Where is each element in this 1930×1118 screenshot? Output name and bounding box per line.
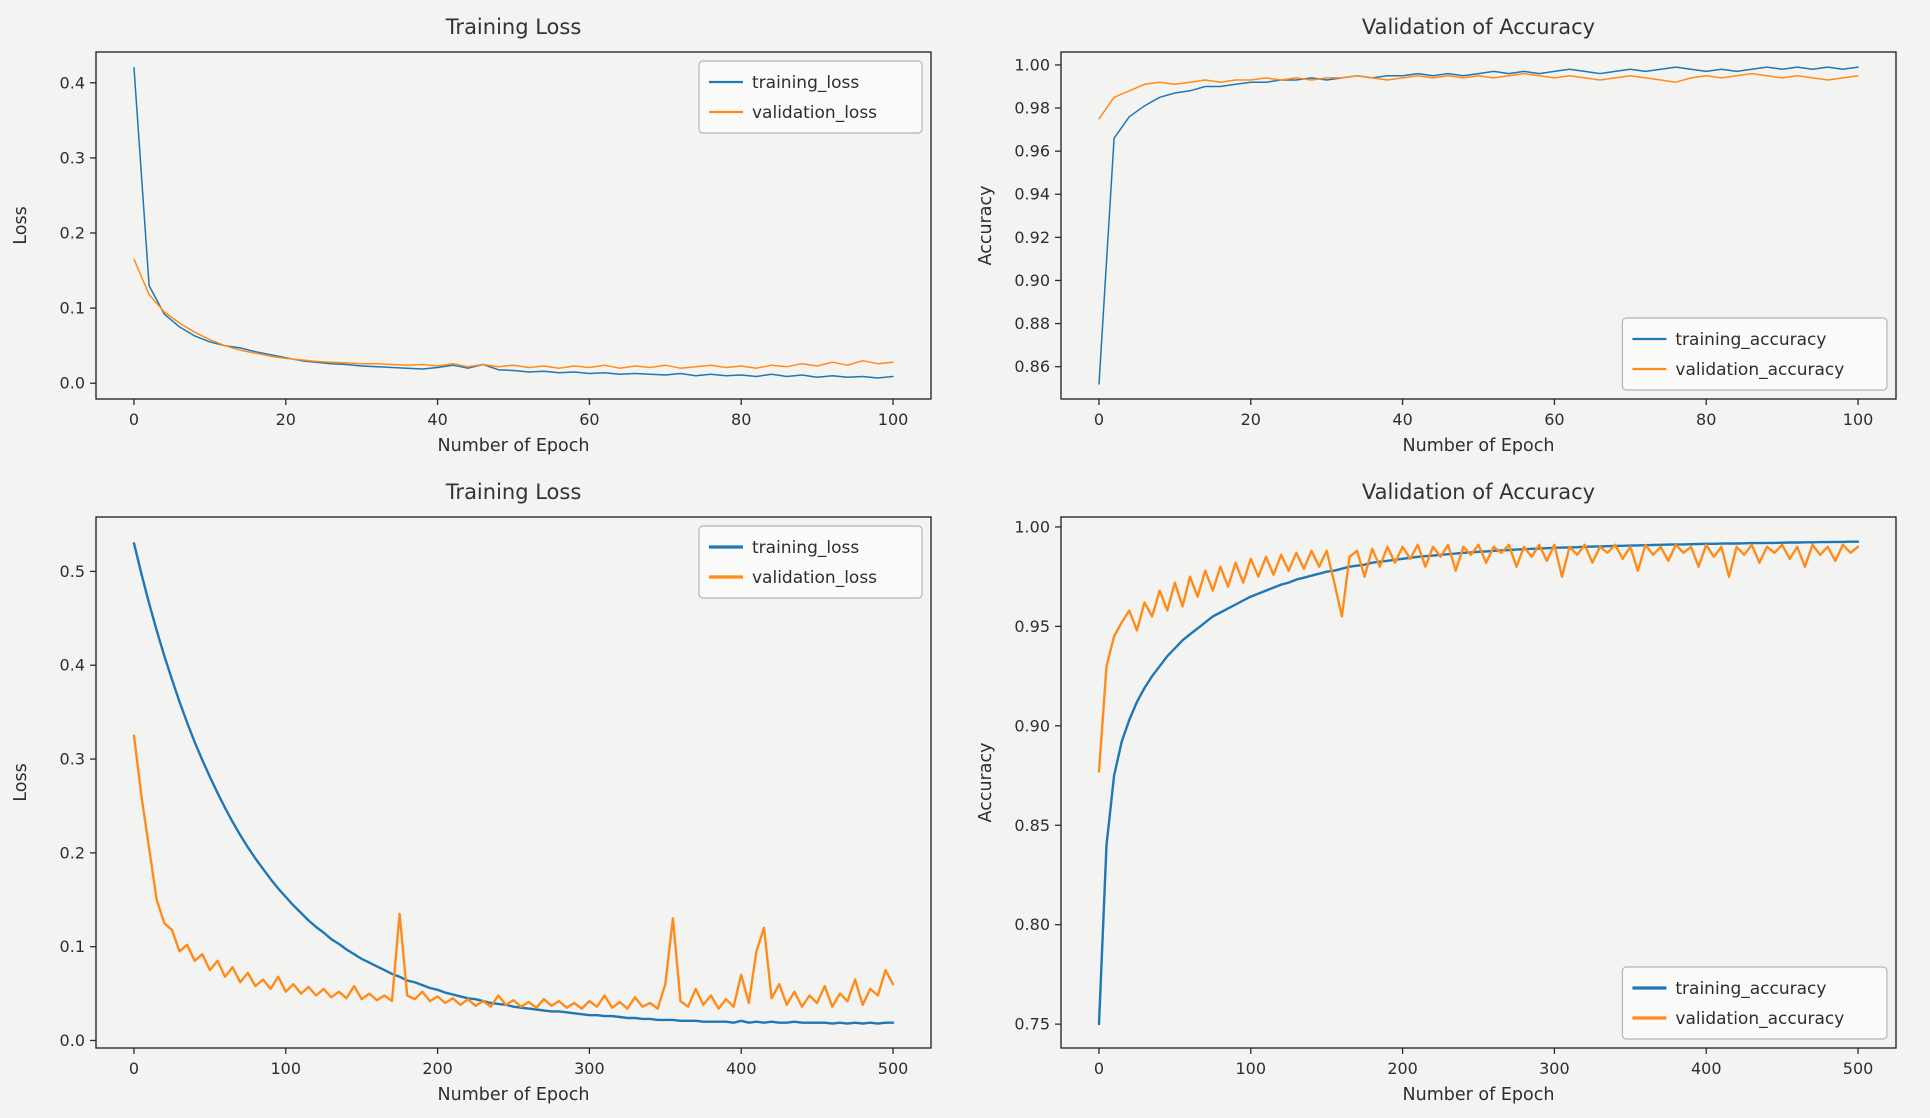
x-tick-label: 80 xyxy=(1696,410,1716,429)
y-tick-label: 0.92 xyxy=(1014,228,1050,247)
series-line-validation_accuracy xyxy=(1098,72,1859,120)
y-tick-label: 0.90 xyxy=(1014,271,1050,290)
legend-label-validation_accuracy: validation_accuracy xyxy=(1675,1009,1844,1029)
x-axis-label: Number of Epoch xyxy=(438,436,590,456)
legend-box xyxy=(698,60,923,134)
legend-label-validation_loss: validation_loss xyxy=(752,103,877,123)
chart-cell-validation-accuracy-epochs-100: Validation of Accuracy 0 20 40 60 80 100 0.86 0.… xyxy=(965,0,1930,465)
x-tick-label: 40 xyxy=(427,410,447,429)
x-tick-label: 200 xyxy=(1387,1059,1418,1078)
x-tick-label: 80 xyxy=(731,410,751,429)
y-tick-label: 0.3 xyxy=(60,148,85,167)
x-tick-label: 0 xyxy=(1094,1059,1104,1078)
legend-box xyxy=(1621,317,1888,391)
x-tick-label: 300 xyxy=(574,1059,605,1078)
x-tick-label: 500 xyxy=(878,1059,909,1078)
y-tick-label: 0.5 xyxy=(60,562,85,581)
chart-validation-accuracy-100: Validation of Accuracy 0 20 40 60 80 100 0.86 0.… xyxy=(976,15,1897,456)
chart-training-loss-500: Training Loss 0 100 200 300 400 500 0.0 0.1 0.2 0.… xyxy=(11,480,932,1105)
series-line-training_accuracy xyxy=(1098,66,1859,385)
y-axis-label: Accuracy xyxy=(976,743,996,823)
x-tick-label: 100 xyxy=(1843,410,1874,429)
series-line-training_loss xyxy=(133,67,894,379)
series-line-validation_loss xyxy=(132,734,895,1010)
x-tick-label: 0 xyxy=(129,1059,139,1078)
y-axis-label: Accuracy xyxy=(976,186,996,266)
x-tick-label: 20 xyxy=(276,410,296,429)
series-line-training_accuracy xyxy=(1097,540,1860,1026)
x-tick-label: 0 xyxy=(129,410,139,429)
y-tick-label: 0.75 xyxy=(1014,1015,1050,1034)
y-tick-label: 0.95 xyxy=(1014,617,1050,636)
y-tick-label: 0.88 xyxy=(1014,314,1050,333)
legend-label-training_accuracy: training_accuracy xyxy=(1675,330,1826,350)
x-tick-label: 400 xyxy=(726,1059,757,1078)
y-tick-label: 0.86 xyxy=(1014,357,1050,376)
chart-title: Training Loss xyxy=(445,480,582,504)
series-line-validation_accuracy xyxy=(1097,543,1860,773)
series-line-training_loss xyxy=(132,542,895,1025)
x-tick-label: 40 xyxy=(1392,410,1412,429)
axes-box xyxy=(95,516,932,1049)
series-line-validation_loss xyxy=(133,258,894,369)
legend-box xyxy=(1621,966,1888,1040)
legend-label-training_accuracy: training_accuracy xyxy=(1675,979,1826,999)
x-tick-label: 400 xyxy=(1691,1059,1722,1078)
y-tick-label: 1.00 xyxy=(1014,55,1050,74)
x-tick-label: 60 xyxy=(579,410,599,429)
chart-title: Validation of Accuracy xyxy=(1362,480,1595,504)
chart-title: Validation of Accuracy xyxy=(1362,15,1595,39)
chart-cell-validation-accuracy-epochs-500: Validation of Accuracy 0 100 200 300 400 500 0.… xyxy=(965,465,1930,1114)
y-tick-label: 0.80 xyxy=(1014,915,1050,934)
y-tick-label: 0.85 xyxy=(1014,816,1050,835)
x-axis-label: Number of Epoch xyxy=(1403,436,1555,456)
y-tick-label: 0.0 xyxy=(60,374,85,393)
y-tick-label: 0.94 xyxy=(1014,185,1050,204)
y-tick-label: 0.1 xyxy=(60,299,85,318)
axes-box xyxy=(1060,51,1897,400)
y-tick-label: 0.2 xyxy=(60,843,85,862)
x-tick-label: 60 xyxy=(1544,410,1564,429)
x-tick-label: 100 xyxy=(1235,1059,1266,1078)
chart-cell-training-loss-epochs-500: Training Loss 0 100 200 300 400 500 0.0 0.1 0.2 0.… xyxy=(0,465,965,1114)
y-axis-label: Loss xyxy=(11,206,31,244)
y-tick-label: 0.90 xyxy=(1014,716,1050,735)
chart-cell-training-loss-epochs-100: Training Loss 0 20 40 60 80 100 0.0 0.1 0.2 0.3 0.4… xyxy=(0,0,965,465)
x-axis-label: Number of Epoch xyxy=(1403,1085,1555,1105)
y-tick-label: 0.4 xyxy=(60,656,85,675)
y-tick-label: 0.98 xyxy=(1014,99,1050,118)
axes-box xyxy=(95,51,932,400)
legend-box xyxy=(698,525,923,599)
y-tick-label: 1.00 xyxy=(1014,517,1050,536)
x-tick-label: 20 xyxy=(1241,410,1261,429)
x-tick-label: 500 xyxy=(1843,1059,1874,1078)
y-tick-label: 0.4 xyxy=(60,73,85,92)
y-tick-label: 0.0 xyxy=(60,1031,85,1050)
y-tick-label: 0.3 xyxy=(60,750,85,769)
legend-label-training_loss: training_loss xyxy=(752,73,859,93)
x-tick-label: 300 xyxy=(1539,1059,1570,1078)
y-tick-label: 0.2 xyxy=(60,224,85,243)
x-tick-label: 100 xyxy=(878,410,909,429)
x-tick-label: 0 xyxy=(1094,410,1104,429)
legend-label-validation_accuracy: validation_accuracy xyxy=(1675,360,1844,380)
y-axis-label: Loss xyxy=(11,763,31,801)
axes-box xyxy=(1060,516,1897,1049)
chart-validation-accuracy-500: Validation of Accuracy 0 100 200 300 400 500 0.… xyxy=(976,480,1897,1105)
legend-label-validation_loss: validation_loss xyxy=(752,568,877,588)
x-tick-label: 200 xyxy=(422,1059,453,1078)
x-tick-label: 100 xyxy=(270,1059,301,1078)
y-tick-label: 0.1 xyxy=(60,937,85,956)
chart-training-loss-100: Training Loss 0 20 40 60 80 100 0.0 0.1 0.2 0.3 0.4… xyxy=(11,15,932,456)
y-tick-label: 0.96 xyxy=(1014,142,1050,161)
legend-label-training_loss: training_loss xyxy=(752,538,859,558)
chart-title: Training Loss xyxy=(445,15,582,39)
x-axis-label: Number of Epoch xyxy=(438,1085,590,1105)
